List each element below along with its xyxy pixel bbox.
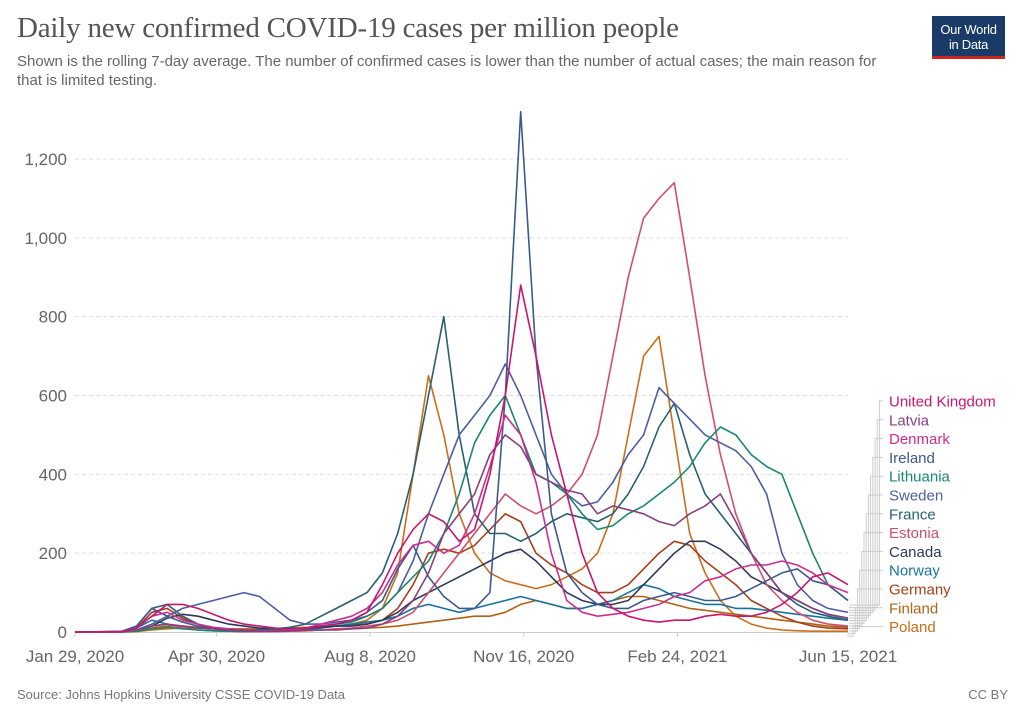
x-tick-label: Feb 24, 2021: [627, 647, 727, 666]
x-tick-label: Jan 29, 2020: [26, 647, 124, 666]
series-line-ireland[interactable]: [74, 110, 849, 633]
legend-label-united-kingdom[interactable]: United Kingdom: [889, 394, 996, 411]
chart-title: Daily new confirmed COVID-19 cases per m…: [17, 12, 679, 44]
legend-connector: [849, 607, 883, 635]
chart-subtitle: Shown is the rolling 7-day average. The …: [17, 53, 877, 89]
series-line-united-kingdom[interactable]: [74, 284, 849, 633]
x-axis: Jan 29, 2020 Apr 30, 2020 Aug 8, 2020 Nov 1…: [26, 632, 897, 666]
series-line-estonia[interactable]: [75, 181, 849, 633]
y-tick-label: 1,000: [24, 229, 67, 248]
series-line-denmark[interactable]: [75, 414, 849, 633]
legend-label-france[interactable]: France: [889, 506, 936, 523]
series-line-sweden[interactable]: [75, 363, 849, 633]
legend-label-germany[interactable]: Germany: [889, 582, 951, 599]
legend-label-latvia[interactable]: Latvia: [889, 412, 930, 429]
series-lines: [74, 110, 849, 633]
owid-logo[interactable]: Our World in Data: [932, 16, 1005, 59]
y-tick-label: 600: [39, 387, 67, 406]
y-axis-ticks: 0 200 400 600 800 1,000 1,200: [24, 150, 67, 642]
logo-line-1: Our World: [940, 22, 997, 37]
legend-label-sweden[interactable]: Sweden: [889, 488, 943, 505]
legend-connector: [849, 494, 883, 619]
y-tick-label: 800: [39, 308, 67, 327]
legend-connector: [849, 626, 883, 637]
license-link[interactable]: CC BY: [968, 687, 1008, 702]
y-tick-label: 200: [39, 544, 67, 563]
legend-connectors: [849, 400, 883, 637]
legend-label-ireland[interactable]: Ireland: [889, 450, 935, 467]
x-tick-label: Jun 15, 2021: [799, 647, 897, 666]
y-tick-label: 0: [58, 623, 67, 642]
series-line-canada[interactable]: [75, 540, 849, 633]
logo-line-2: in Data: [948, 37, 989, 52]
series-line-latvia[interactable]: [75, 434, 849, 633]
x-tick-label: Aug 8, 2020: [324, 647, 416, 666]
legend-label-estonia[interactable]: Estonia: [889, 525, 940, 542]
source-note: Source: Johns Hopkins University CSSE CO…: [17, 687, 346, 702]
legend-label-lithuania[interactable]: Lithuania: [889, 469, 951, 486]
legend-label-canada[interactable]: Canada: [889, 544, 942, 561]
legend-connector: [849, 532, 883, 624]
x-tick-label: Nov 16, 2020: [473, 647, 574, 666]
y-tick-label: 1,200: [24, 150, 67, 169]
legend-connector: [849, 569, 883, 629]
legend-label-norway[interactable]: Norway: [889, 563, 940, 580]
legend-label-denmark[interactable]: Denmark: [889, 431, 950, 448]
x-tick-label: Apr 30, 2020: [168, 647, 265, 666]
legend-label-finland[interactable]: Finland: [889, 600, 938, 617]
gridlines: [75, 158, 848, 554]
legend-connector: [849, 456, 883, 614]
legend-label-poland[interactable]: Poland: [889, 619, 936, 636]
y-tick-label: 400: [39, 465, 67, 484]
